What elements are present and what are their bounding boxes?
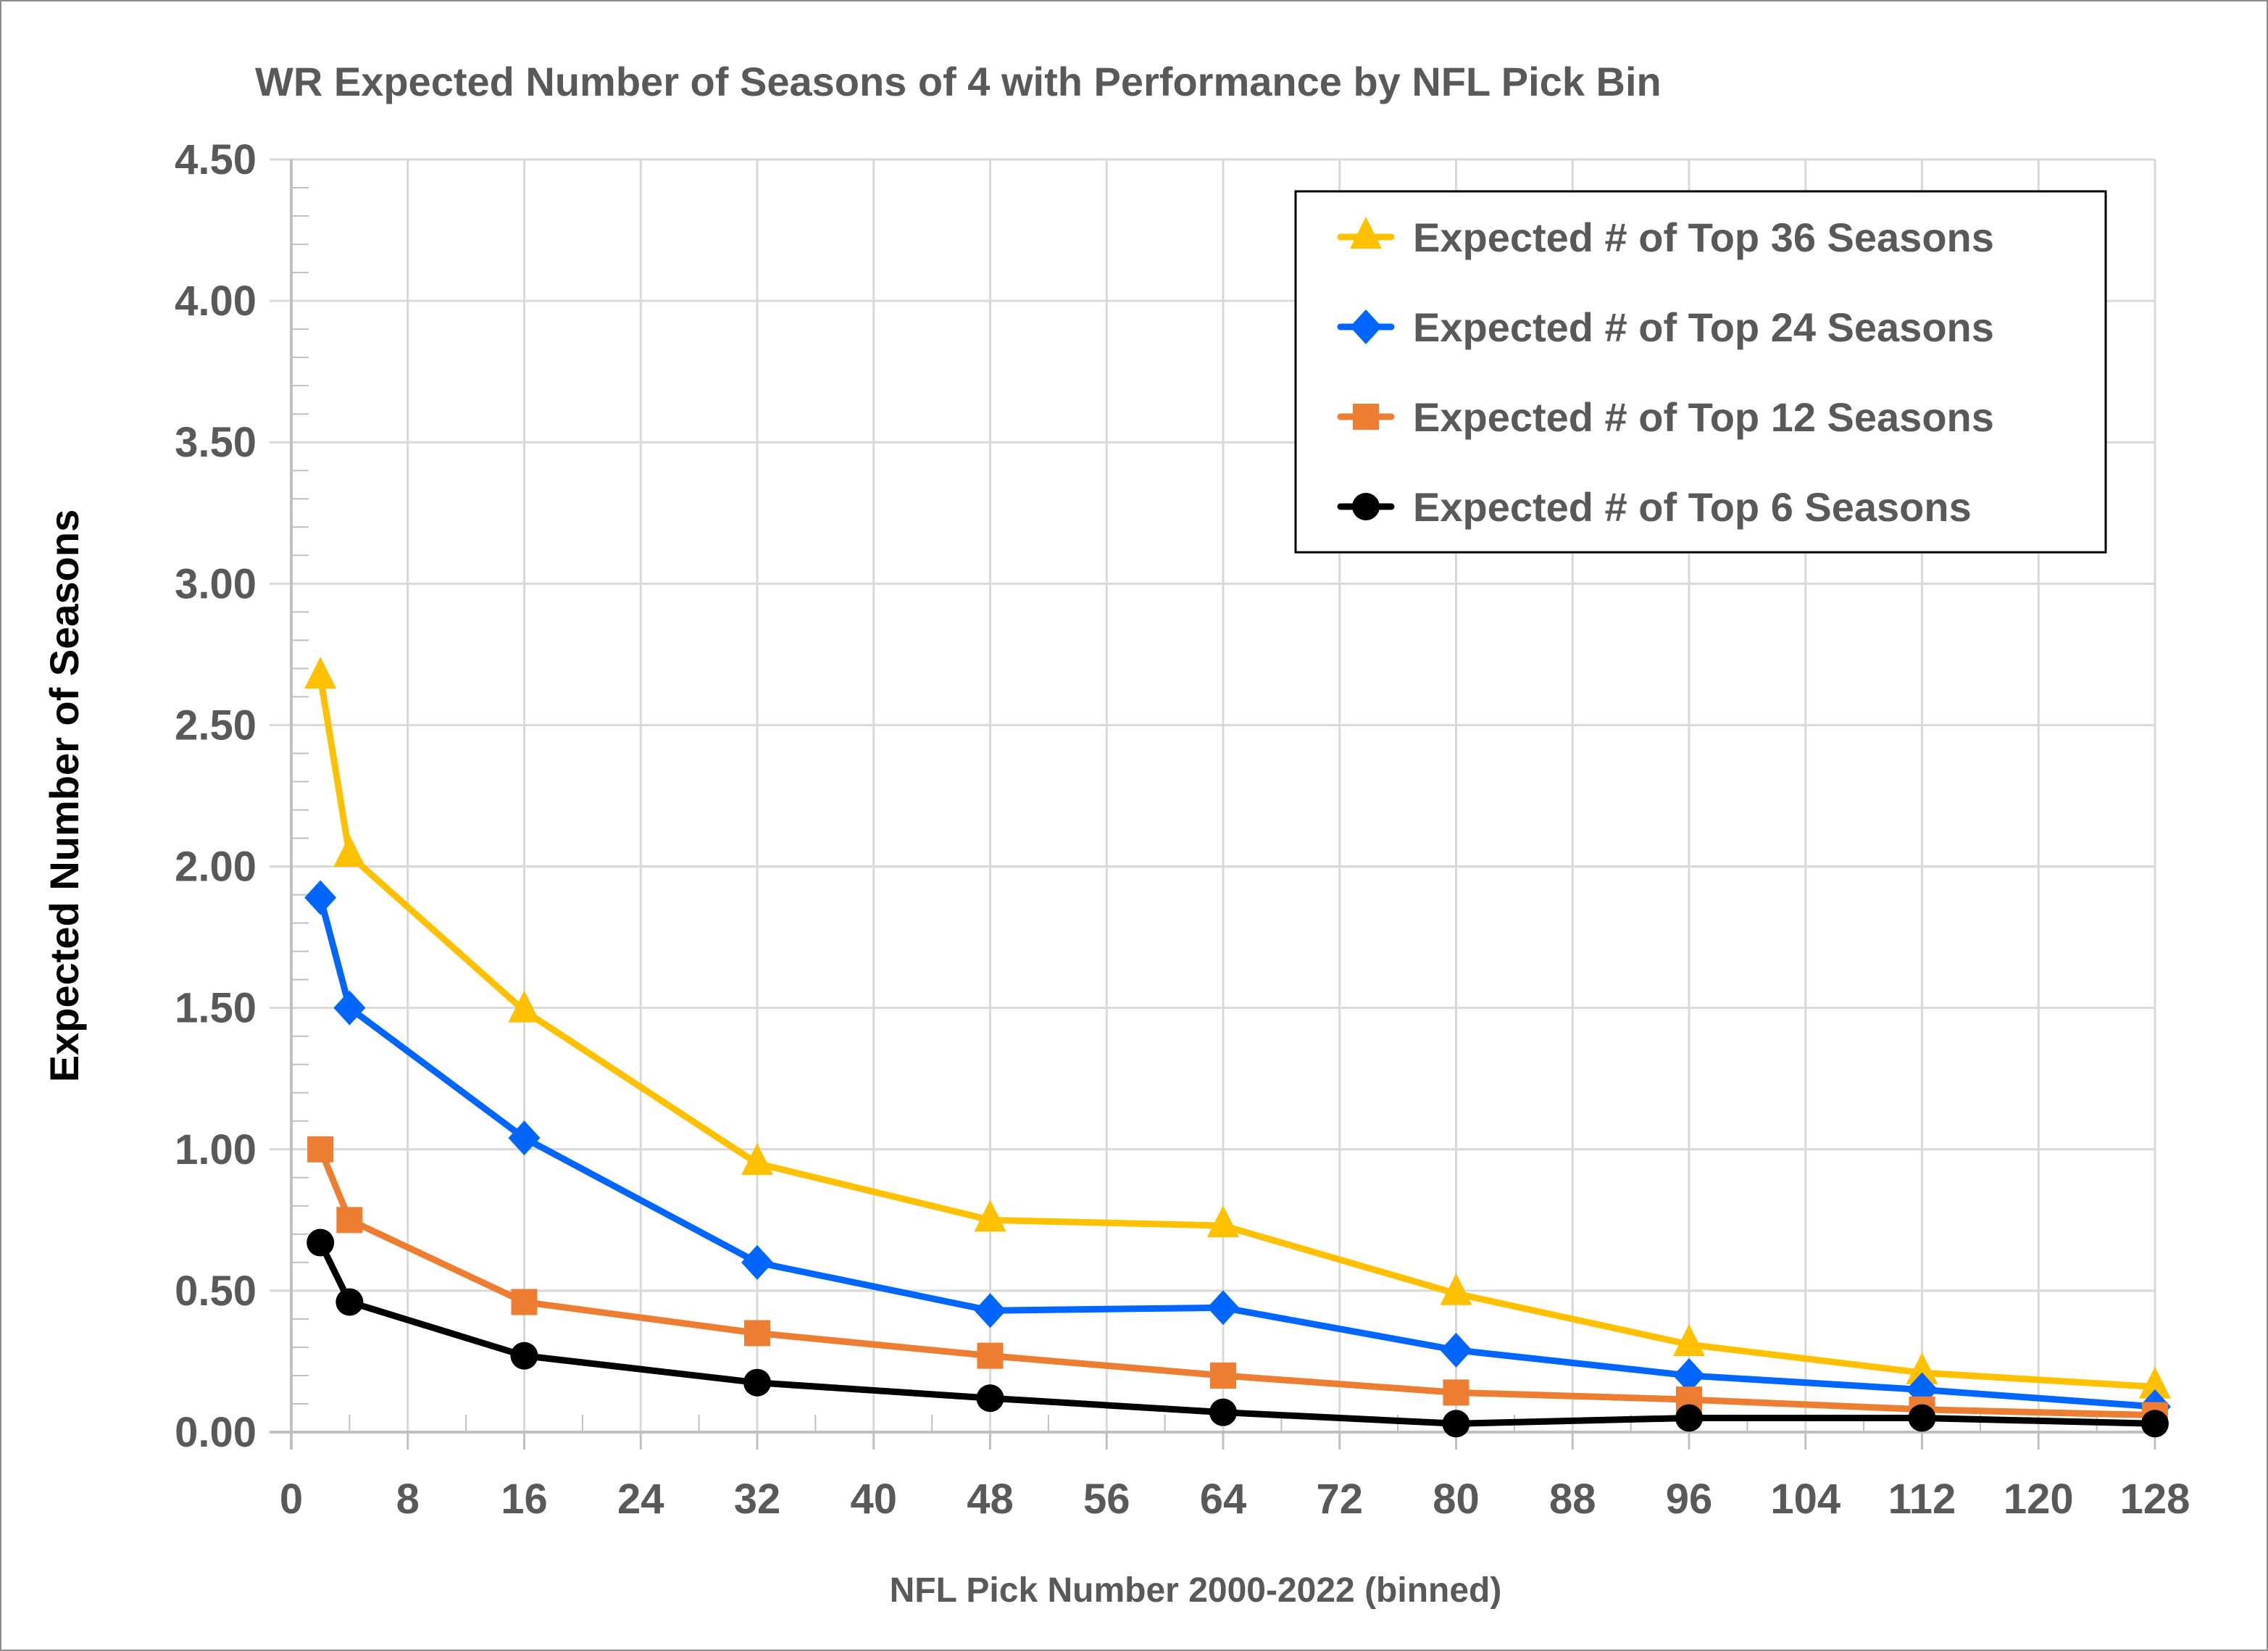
legend: Expected # of Top 36 Seasons Expected # o… [1294, 190, 2107, 554]
x-tick-label: 32 [734, 1476, 781, 1523]
data-point-circle [743, 1368, 771, 1397]
series-line [317, 676, 2156, 1391]
series-line [317, 1241, 2156, 1427]
legend-marker-circle [1352, 493, 1380, 520]
data-point-diamond [304, 880, 337, 915]
series-group [304, 657, 2171, 1438]
legend-item: Expected # of Top 12 Seasons [1337, 394, 1994, 440]
data-point-triangle [304, 657, 337, 689]
data-point-square [1443, 1379, 1469, 1406]
data-point-triangle [333, 834, 366, 867]
y-tick-label: 0.50 [175, 1268, 257, 1315]
legend-label: Expected # of Top 36 Seasons [1413, 215, 1994, 260]
x-tick-label: 128 [2120, 1476, 2190, 1523]
y-tick-label: 4.50 [175, 136, 257, 183]
legend-marker-square [1353, 404, 1379, 430]
data-point-diamond [508, 1120, 541, 1156]
series-3 [307, 1136, 2168, 1428]
data-point-square [336, 1207, 363, 1234]
x-tick-label: 112 [1888, 1476, 1956, 1523]
data-point-triangle [741, 1143, 773, 1176]
y-tick-label: 3.50 [175, 419, 257, 466]
data-point-square [511, 1289, 538, 1315]
legend-item: Expected # of Top 36 Seasons [1337, 215, 1994, 260]
legend-marker-diamond [1350, 309, 1382, 344]
data-point-square [307, 1136, 334, 1163]
data-point-circle [976, 1384, 1004, 1413]
x-axis-title: NFL Pick Number 2000-2022 (binned) [890, 1571, 1502, 1610]
data-point-circle [335, 1288, 364, 1316]
data-point-circle [307, 1228, 335, 1257]
data-point-circle [1675, 1404, 1703, 1432]
data-point-circle [1908, 1404, 1936, 1432]
legend-box [1294, 190, 2107, 554]
data-point-triangle [2139, 1366, 2171, 1399]
x-tick-label: 16 [501, 1476, 548, 1523]
y-tick-label: 1.00 [175, 1126, 257, 1173]
data-point-square [744, 1320, 770, 1347]
legend-label: Expected # of Top 6 Seasons [1413, 484, 1972, 530]
x-tick-label: 64 [1200, 1476, 1247, 1523]
x-tick-label: 120 [2004, 1476, 2074, 1523]
data-point-square [977, 1342, 1004, 1369]
x-tick-label: 24 [617, 1476, 664, 1523]
y-tick-label: 1.50 [175, 985, 257, 1032]
data-point-triangle [508, 990, 541, 1023]
data-point-diamond [974, 1293, 1006, 1328]
data-point-triangle [1906, 1352, 1938, 1385]
series-2 [304, 880, 2171, 1424]
y-tick-label: 4.00 [175, 278, 257, 325]
data-point-circle [2141, 1410, 2169, 1438]
x-tick-label: 40 [850, 1476, 897, 1523]
y-tick-label: 3.00 [175, 560, 257, 607]
x-tick-label: 0 [280, 1476, 303, 1523]
data-point-circle [510, 1342, 538, 1370]
data-point-triangle [1673, 1324, 1705, 1357]
y-tick-label: 2.00 [175, 844, 257, 891]
series-line [317, 897, 2156, 1410]
x-tick-labels: 0 8 16 24 32 40 48 56 64 72 80 88 96 104 112 120 128 [280, 1476, 2190, 1523]
data-point-diamond [741, 1244, 773, 1280]
x-tick-label: 96 [1666, 1476, 1713, 1523]
data-point-triangle [974, 1199, 1006, 1232]
data-point-triangle [1207, 1205, 1239, 1238]
data-point-triangle [1440, 1273, 1472, 1305]
data-point-circle [1442, 1410, 1470, 1438]
series-4 [307, 1228, 2169, 1438]
x-tick-label: 8 [396, 1476, 420, 1523]
y-tick-label: 0.00 [175, 1409, 257, 1456]
y-axis-title: Expected Number of Seasons [41, 510, 87, 1082]
y-tick-label: 2.50 [175, 702, 257, 749]
x-tick-label: 88 [1549, 1476, 1596, 1523]
series-line [317, 1148, 2156, 1419]
data-point-diamond [1440, 1332, 1472, 1368]
y-tick-labels: 0.00 0.50 1.00 1.50 2.00 2.50 3.00 3.50 4.00 4.50 [175, 136, 257, 1456]
legend-label: Expected # of Top 12 Seasons [1413, 394, 1994, 440]
legend-label: Expected # of Top 24 Seasons [1413, 304, 1994, 350]
x-tick-label: 104 [1770, 1476, 1840, 1523]
series-1 [304, 657, 2171, 1399]
legend-item: Expected # of Top 6 Seasons [1337, 484, 1972, 530]
data-point-diamond [333, 990, 366, 1026]
data-point-diamond [1673, 1357, 1705, 1393]
chart-title: WR Expected Number of Seasons of 4 with … [255, 59, 1662, 104]
legend-marker-triangle [1350, 217, 1382, 249]
data-point-diamond [1207, 1290, 1239, 1326]
x-tick-label: 72 [1316, 1476, 1363, 1523]
x-tick-label: 80 [1433, 1476, 1480, 1523]
x-tick-label: 56 [1083, 1476, 1130, 1523]
x-tick-label: 48 [967, 1476, 1014, 1523]
legend-item: Expected # of Top 24 Seasons [1337, 304, 1994, 350]
data-point-circle [1209, 1398, 1237, 1426]
data-point-square [1210, 1362, 1236, 1389]
